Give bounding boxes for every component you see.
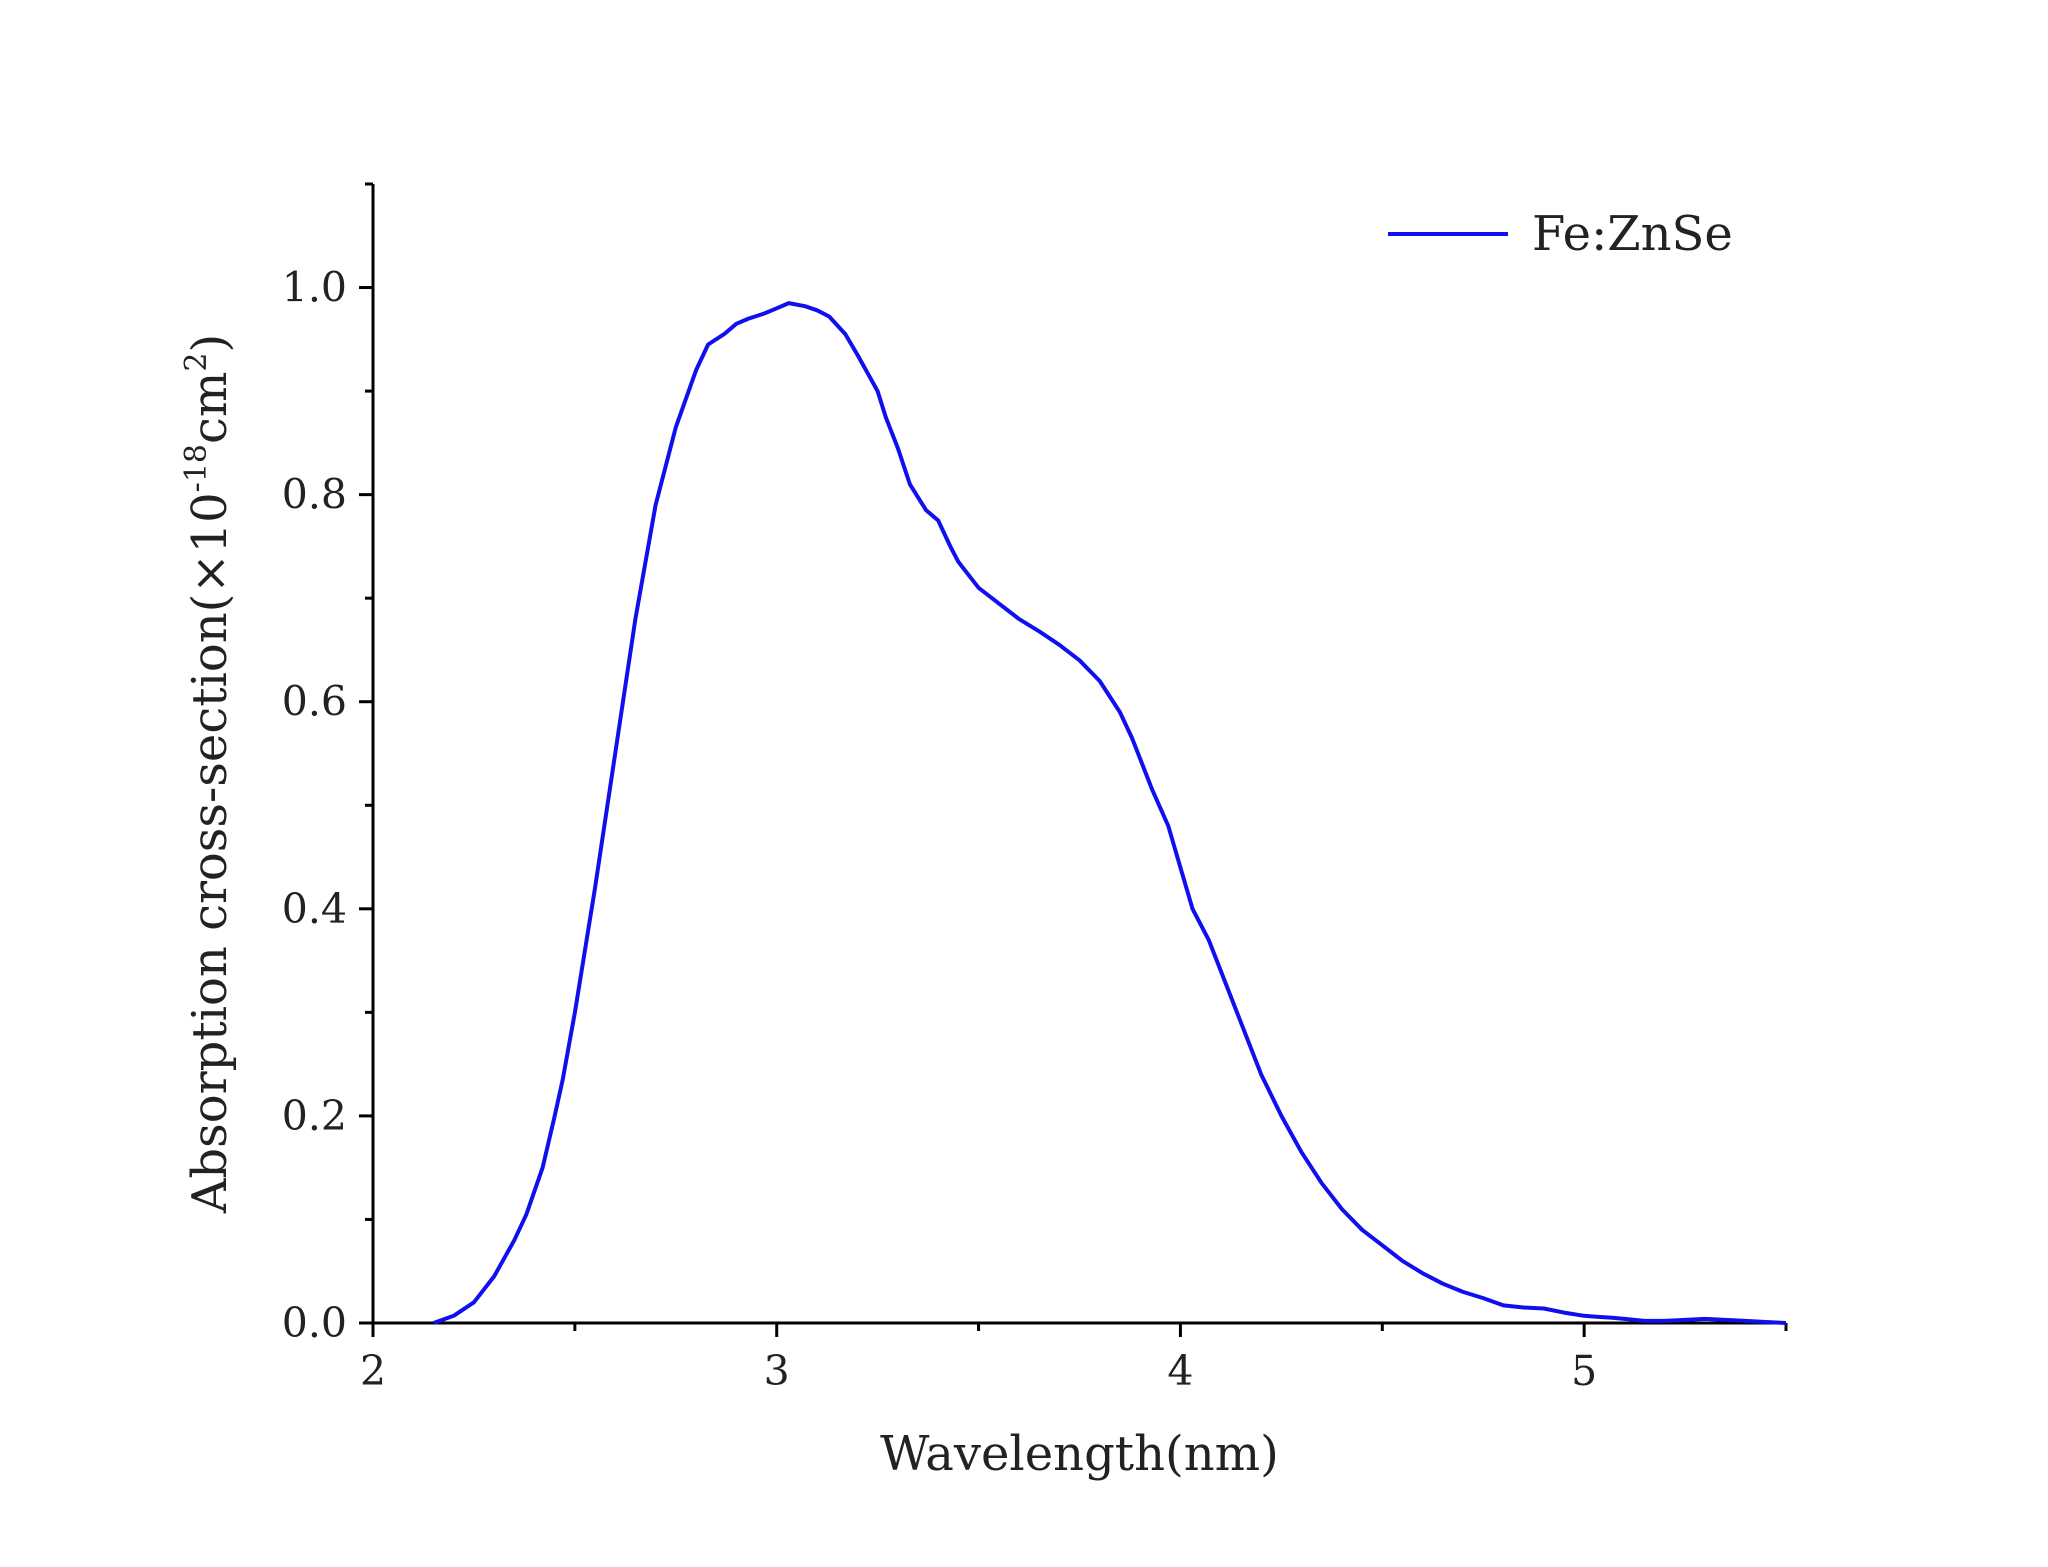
y-axis-title-close: ) — [182, 334, 238, 353]
legend: Fe:ZnSe — [1388, 206, 1733, 262]
y-tick-label: 0.8 — [282, 471, 347, 519]
series-line-fe-znse — [432, 301, 1787, 1325]
x-tick-label: 5 — [1571, 1347, 1597, 1395]
x-tick-label: 4 — [1167, 1347, 1193, 1395]
y-axis-title-unit-exponent: 2 — [179, 353, 214, 372]
y-axis-title-unit: cm — [182, 372, 238, 444]
y-tick-label: 0.2 — [282, 1092, 347, 1140]
y-tick-label: 0.6 — [282, 678, 347, 726]
series-layer — [432, 301, 1787, 1325]
y-tick-label: 0.4 — [282, 885, 347, 933]
x-axis-title: Wavelength(nm) — [880, 1426, 1279, 1482]
axes — [371, 184, 1786, 1325]
ticks — [359, 182, 1788, 1337]
legend-label: Fe:ZnSe — [1532, 206, 1733, 262]
y-tick-label: 1.0 — [282, 264, 347, 312]
x-tick-label: 3 — [764, 1347, 790, 1395]
y-axis-title: Absorption cross-section(×10-18cm2) — [179, 334, 238, 1214]
y-tick-label: 0.0 — [282, 1299, 347, 1347]
tick-labels: 2 3 4 5 0.0 0.2 0.4 0.6 0.8 1.0 — [282, 264, 1597, 1395]
y-axis-title-main: Absorption cross-section(×10 — [182, 492, 238, 1214]
y-axis-title-exponent: -18 — [179, 444, 214, 492]
x-tick-label: 2 — [360, 1347, 386, 1395]
